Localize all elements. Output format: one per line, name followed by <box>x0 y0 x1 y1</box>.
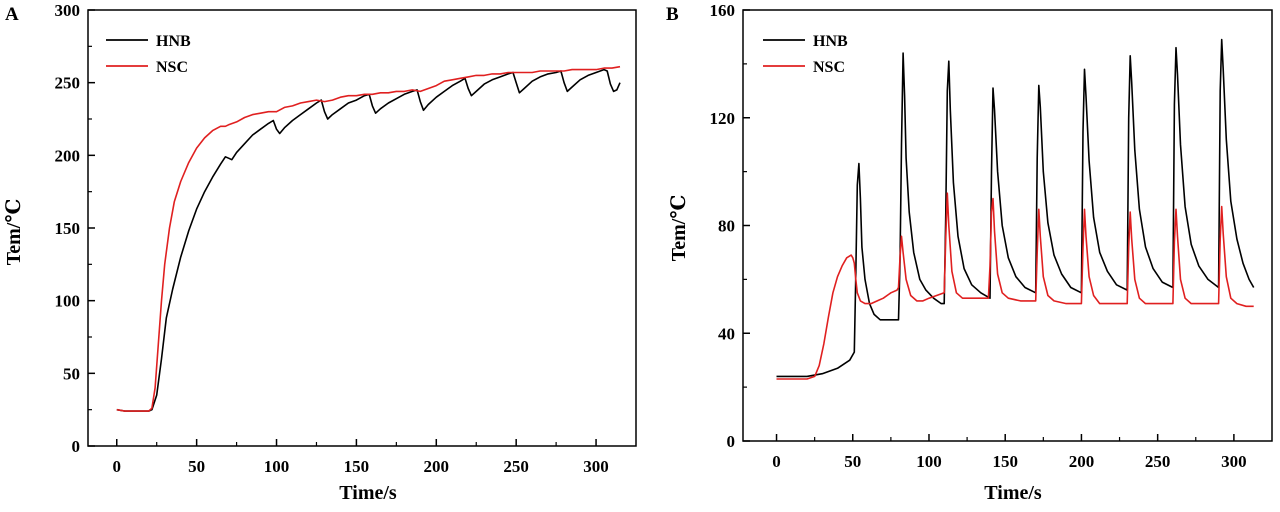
legend-label-hnb: HNB <box>813 33 848 50</box>
chart-panel-b: 0 40 80 120 160 0 50 100 150 200 250 300 HNB NSC Time/… <box>666 1 1273 504</box>
x-tick-label: 50 <box>844 452 861 471</box>
x-tick-label: 200 <box>424 457 450 476</box>
y-tick-label: 150 <box>55 219 81 238</box>
y-tick-label: 0 <box>72 437 81 456</box>
y-tick-label: 80 <box>718 217 735 236</box>
x-tick-label: 100 <box>916 452 942 471</box>
y-tick-label: 120 <box>710 109 736 128</box>
series-line-nsc <box>776 192 1254 380</box>
chart-panel-a: 0 50 100 150 200 250 300 0 50 100 150 200 250 300 HNB N… <box>3 1 637 504</box>
x-tick-label: 300 <box>583 457 609 476</box>
x-tick-label: 150 <box>344 457 370 476</box>
legend-label-nsc: NSC <box>156 59 188 76</box>
legend-label-hnb: HNB <box>156 33 191 50</box>
y-tick-label: 50 <box>63 364 80 383</box>
y-tick-label: 100 <box>55 292 81 311</box>
y-tick-label: 250 <box>55 74 81 93</box>
series-line-hnb <box>776 38 1255 378</box>
x-tick-label: 50 <box>188 457 205 476</box>
legend-label-nsc: NSC <box>813 59 845 76</box>
y-tick-label: 0 <box>727 432 736 451</box>
panel-letter: A <box>5 4 19 25</box>
x-tick-label: 150 <box>992 452 1018 471</box>
x-tick-label: 300 <box>1221 452 1247 471</box>
y-tick-label: 40 <box>718 324 735 343</box>
x-axis-title: Time/s <box>339 482 397 504</box>
y-axis-title: Tem/℃ <box>668 195 690 262</box>
panel-letter: B <box>666 4 679 25</box>
y-tick-label: 160 <box>710 1 736 20</box>
x-tick-label: 0 <box>772 452 781 471</box>
series-line-nsc <box>116 65 621 412</box>
x-tick-label: 250 <box>1145 452 1171 471</box>
y-tick-label: 200 <box>55 146 81 165</box>
x-tick-label: 200 <box>1069 452 1095 471</box>
x-axis-title: Time/s <box>984 482 1042 504</box>
y-tick-label: 300 <box>55 1 81 20</box>
x-tick-label: 0 <box>113 457 122 476</box>
y-axis-title: Tem/℃ <box>3 199 25 266</box>
x-tick-label: 100 <box>264 457 290 476</box>
series-line-hnb <box>116 68 621 412</box>
x-tick-label: 250 <box>503 457 529 476</box>
